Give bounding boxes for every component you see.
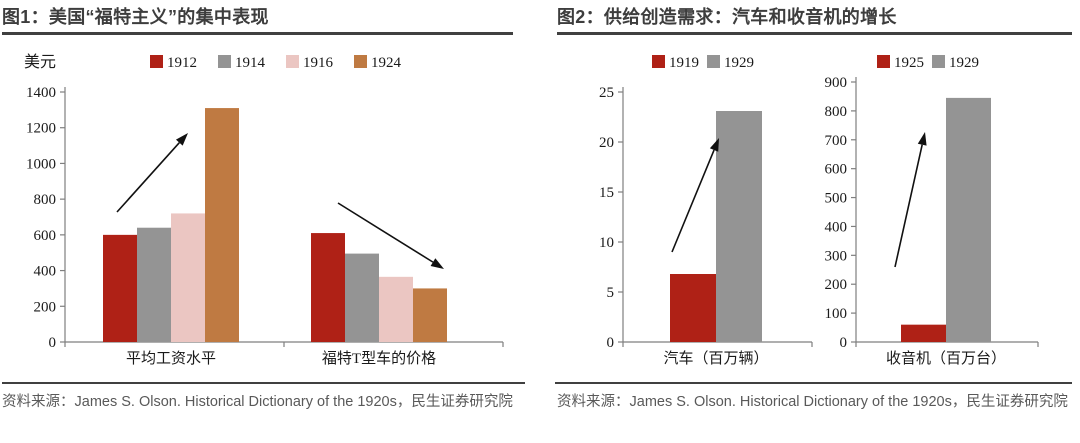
figure2-title: 图2：供给创造需求：汽车和收音机的增长 — [557, 3, 1072, 35]
trend-arrow-line — [671, 149, 715, 253]
bar-1925-series — [901, 324, 946, 342]
y-tick-label: 0 — [840, 335, 848, 351]
y-tick-label: 400 — [34, 264, 57, 280]
y-axis-title: 美元 — [24, 53, 56, 71]
y-tick-label: 1400 — [26, 85, 56, 101]
y-tick-label: 15 — [599, 185, 614, 201]
y-tick-label: 25 — [599, 85, 614, 101]
figure1-title: 图1：美国“福特主义”的集中表现 — [2, 3, 513, 35]
trend-arrow-head — [709, 138, 719, 152]
cars-and-radios-bar-charts: 0 5 10 15 20 25 汽车（百万辆） 1919 1929 0 100 200 300 400 50… — [599, 55, 1039, 367]
fordism-bar-chart: 0 200 400 600 800 1000 1200 1400 平均工资水平 福特T型车的价格 美… — [24, 53, 504, 367]
y-tick-label: 10 — [599, 235, 614, 251]
y-tick-label: 300 — [825, 248, 848, 264]
bar-1919-series — [670, 274, 716, 342]
legend-label: 1914 — [235, 55, 266, 71]
category-label: 平均工资水平 — [126, 350, 216, 367]
y-tick-label: 400 — [825, 219, 848, 235]
y-tick-label: 20 — [599, 135, 614, 151]
bar-1914-series — [345, 253, 379, 342]
category-label: 收音机（百万台） — [886, 350, 1006, 367]
trend-arrow-head — [917, 132, 927, 146]
bar-1912-series — [103, 234, 137, 342]
figure1-source-note: 资料来源：James S. Olson. Historical Dictiona… — [2, 394, 513, 410]
bar-1916-series — [379, 276, 413, 342]
y-tick-label: 200 — [825, 277, 848, 293]
legend-label: 1919 — [669, 55, 699, 71]
y-tick-label: 1000 — [26, 156, 56, 172]
y-tick-label: 900 — [825, 75, 848, 91]
source-divider — [2, 382, 525, 384]
y-tick-label: 0 — [607, 335, 615, 351]
bar-1929-series — [716, 111, 762, 342]
legend-swatch — [286, 55, 299, 68]
legend-label: 1924 — [371, 55, 402, 71]
category-label: 福特T型车的价格 — [322, 350, 436, 367]
trend-arrow-line — [337, 202, 434, 263]
y-tick-label: 0 — [49, 335, 57, 351]
category-label: 汽车（百万辆） — [663, 350, 768, 367]
y-tick-label: 800 — [825, 104, 848, 120]
figure2-source-note: 资料来源：James S. Olson. Historical Dictiona… — [557, 394, 1068, 410]
legend-label: 1929 — [949, 55, 979, 71]
legend-label: 1929 — [724, 55, 754, 71]
legend-label: 1912 — [167, 55, 197, 71]
legend-swatch — [652, 55, 665, 68]
y-tick-label: 1200 — [26, 121, 56, 137]
trend-arrow-head — [430, 258, 444, 269]
bar-1924-series — [413, 288, 447, 342]
bar-1916-series — [171, 213, 205, 342]
legend-swatch — [354, 55, 367, 68]
bar-1912-series — [311, 233, 345, 342]
source-divider — [555, 382, 1072, 384]
y-tick-label: 200 — [34, 299, 57, 315]
y-tick-label: 100 — [825, 306, 848, 322]
trend-arrow-head — [175, 133, 188, 146]
trend-arrow-line — [894, 144, 923, 268]
bar-1929-series — [946, 97, 991, 342]
y-tick-label: 500 — [825, 191, 848, 207]
trend-arrow-line — [116, 142, 180, 213]
legend-swatch — [150, 55, 163, 68]
bar-1914-series — [137, 227, 171, 342]
legend-swatch — [877, 55, 890, 68]
y-tick-label: 800 — [34, 192, 57, 208]
legend-swatch — [218, 55, 231, 68]
y-tick-label: 600 — [34, 228, 57, 244]
y-tick-label: 700 — [825, 133, 848, 149]
bar-1924-series — [205, 108, 239, 342]
legend-swatch — [707, 55, 720, 68]
legend-swatch — [932, 55, 945, 68]
legend-label: 1916 — [303, 55, 334, 71]
y-tick-label: 5 — [607, 285, 615, 301]
legend-label: 1925 — [894, 55, 924, 71]
y-tick-label: 600 — [825, 162, 848, 178]
